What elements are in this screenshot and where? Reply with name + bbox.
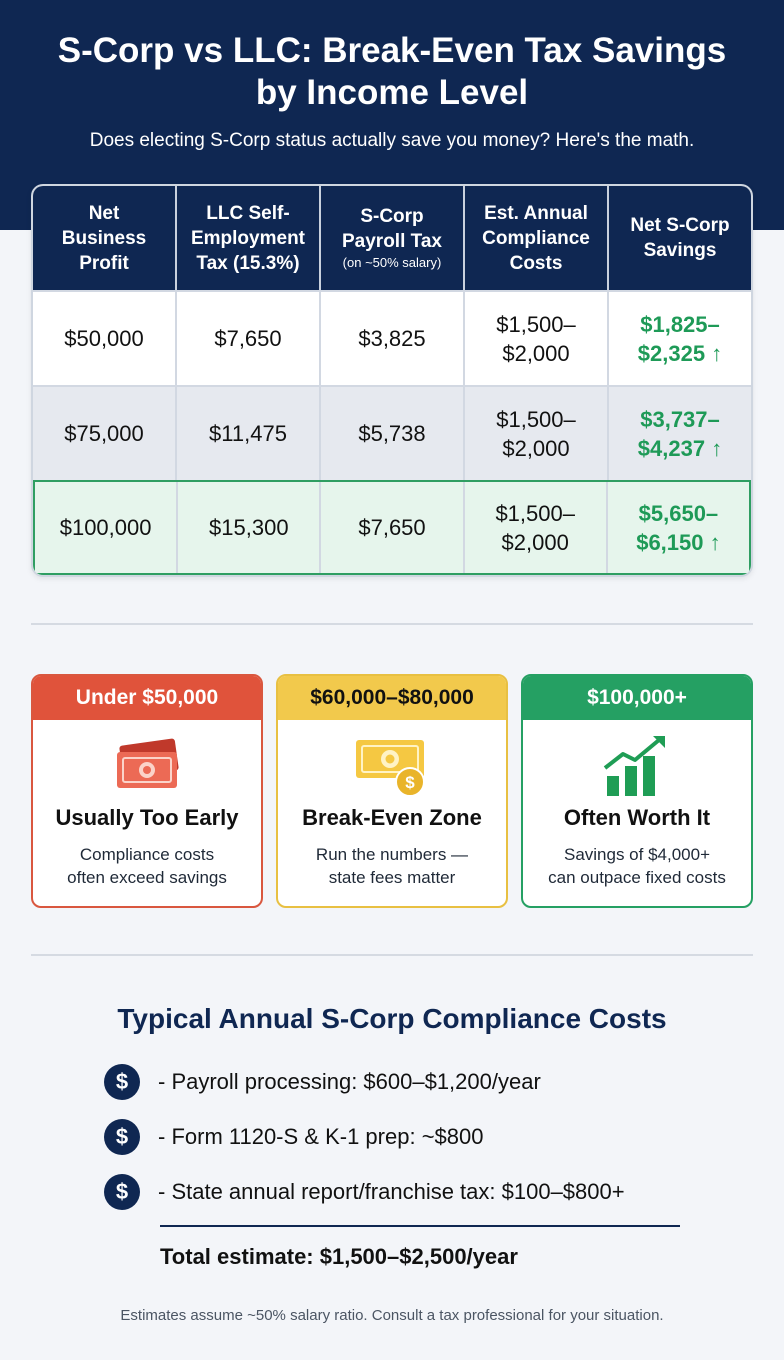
cell-llc-tax: $11,475 bbox=[177, 387, 321, 480]
dollar-icon: $ bbox=[104, 1064, 140, 1100]
card-title: Usually Too Early bbox=[55, 805, 239, 830]
card-range-label: $100,000+ bbox=[523, 676, 751, 720]
card-title: Break-Even Zone bbox=[302, 805, 482, 830]
column-header-profit: Net Business Profit bbox=[33, 186, 177, 290]
list-item: $ - State annual report/franchise tax: $… bbox=[104, 1174, 625, 1210]
cell-net-savings: $5,650– $6,150 ↑ bbox=[636, 500, 721, 555]
cell-profit: $50,000 bbox=[33, 292, 177, 385]
cell-compliance-costs: $1,500– $2,000 bbox=[465, 387, 609, 480]
dollar-icon: $ bbox=[104, 1174, 140, 1210]
table-row: $50,000 $7,650 $3,825 $1,500– $2,000 $1,8… bbox=[33, 290, 751, 385]
table-row: $75,000 $11,475 $5,738 $1,500– $2,000 $3,… bbox=[33, 385, 751, 480]
cell-compliance-costs: $1,500– $2,000 bbox=[465, 482, 608, 573]
cell-scorp-tax: $7,650 bbox=[321, 482, 465, 573]
card-title: Often Worth It bbox=[563, 805, 711, 830]
card-description: Run the numbers — state fees matter bbox=[315, 845, 469, 887]
total-estimate: Total estimate: $1,500–$2,500/year bbox=[160, 1244, 518, 1269]
cash-coin-icon: $ bbox=[278, 732, 506, 802]
column-header-llc-tax: LLC Self- Employment Tax (15.3%) bbox=[177, 186, 321, 290]
column-header-compliance-costs: Est. Annual Compliance Costs bbox=[465, 186, 609, 290]
cell-net-savings: $1,825– $2,325 ↑ bbox=[637, 311, 723, 366]
costs-section-title: Typical Annual S-Corp Compliance Costs bbox=[117, 1003, 667, 1034]
cell-scorp-tax: $3,825 bbox=[321, 292, 465, 385]
page-title: S-Corp vs LLC: Break-Even Tax Savings by… bbox=[57, 31, 727, 112]
cell-compliance-costs: $1,500– $2,000 bbox=[465, 292, 609, 385]
dollar-icon: $ bbox=[104, 1119, 140, 1155]
table-row-highlighted: $100,000 $15,300 $7,650 $1,500– $2,000 $5… bbox=[33, 480, 751, 575]
total-divider bbox=[160, 1225, 680, 1227]
cell-llc-tax: $7,650 bbox=[177, 292, 321, 385]
svg-text:$: $ bbox=[405, 773, 415, 792]
cell-profit: $75,000 bbox=[33, 387, 177, 480]
card-range-label: Under $50,000 bbox=[33, 676, 261, 720]
card-range-label: $60,000–$80,000 bbox=[278, 676, 506, 720]
cell-net-savings: $3,737– $4,237 ↑ bbox=[637, 406, 723, 461]
cash-bill-icon bbox=[33, 732, 261, 802]
list-item: $ - Form 1120-S & K-1 prep: ~$800 bbox=[104, 1119, 483, 1155]
section-divider bbox=[31, 954, 753, 956]
column-header-net-savings: Net S-Corp Savings bbox=[630, 215, 730, 261]
section-divider bbox=[31, 623, 753, 625]
footnote: Estimates assume ~50% salary ratio. Cons… bbox=[120, 1307, 664, 1324]
cell-llc-tax: $15,300 bbox=[178, 482, 322, 573]
growth-chart-icon bbox=[523, 732, 751, 802]
savings-table: Net Business Profit LLC Self- Employment… bbox=[31, 184, 753, 577]
cell-profit: $100,000 bbox=[35, 482, 179, 573]
cell-scorp-tax: $5,738 bbox=[321, 387, 465, 480]
card-description: Compliance costs often exceed savings bbox=[67, 845, 227, 887]
page-subtitle: Does electing S-Corp status actually sav… bbox=[89, 130, 695, 151]
card-100k-plus: $100,000+ Often Worth It Savings of $4,0… bbox=[521, 674, 753, 908]
column-header-scorp-tax: S-Corp Payroll Tax (on ~50% salary) bbox=[321, 186, 465, 290]
card-under-50k: Under $50,000 Usually Too Early Complian… bbox=[31, 674, 263, 908]
card-description: Savings of $4,000+ can outpace fixed cos… bbox=[548, 845, 726, 887]
list-item: $ - Payroll processing: $600–$1,200/year bbox=[104, 1064, 541, 1100]
table-header-row: Net Business Profit LLC Self- Employment… bbox=[33, 186, 751, 290]
card-60k-80k: $60,000–$80,000 $ Break-Even Zone Run th… bbox=[276, 674, 508, 908]
